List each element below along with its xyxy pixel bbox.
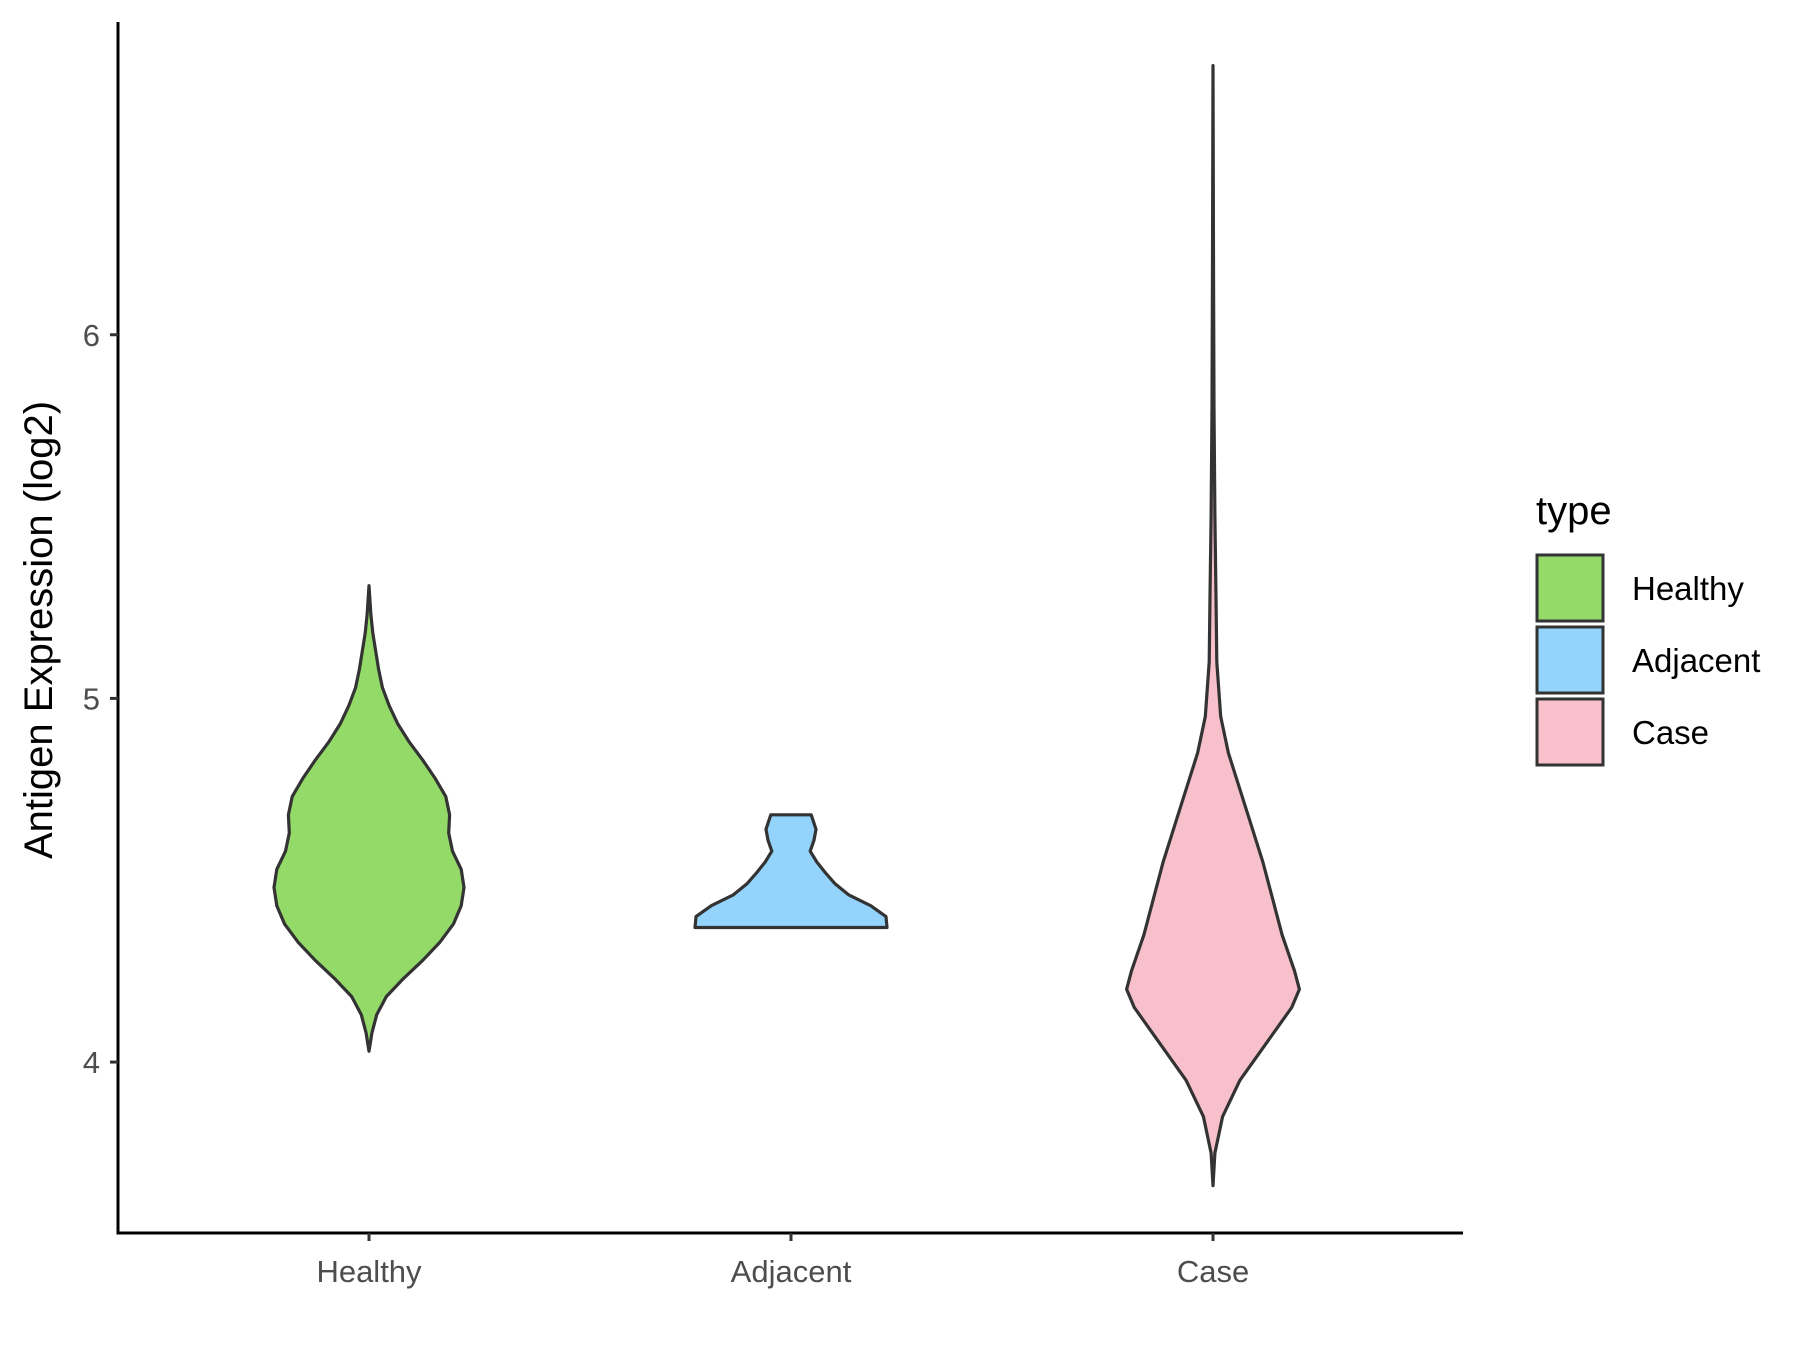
legend-swatch-healthy: [1535, 553, 1605, 623]
x-tick-label: Healthy: [316, 1254, 422, 1289]
y-tick-label: 6: [83, 318, 100, 353]
legend-label-case: Case: [1632, 714, 1709, 751]
x-tick-label: Adjacent: [731, 1254, 852, 1289]
violins-layer: [272, 63, 1301, 1188]
violin-case: [1125, 63, 1301, 1188]
x-ticks: Healthy Adjacent Case: [316, 1233, 1249, 1289]
legend-label-adjacent: Adjacent: [1632, 642, 1760, 679]
y-tick-label: 4: [83, 1045, 100, 1080]
legend-title: type: [1536, 489, 1612, 533]
y-ticks: 4 5 6: [83, 318, 118, 1080]
violin-healthy: [272, 584, 466, 1053]
violin-adjacent: [693, 813, 889, 930]
legend: type Healthy Adjacent Case: [1535, 489, 1760, 767]
legend-label-healthy: Healthy: [1632, 570, 1744, 607]
x-tick-label: Case: [1177, 1254, 1249, 1289]
legend-swatch-case: [1535, 697, 1605, 767]
y-tick-label: 5: [83, 681, 100, 716]
legend-swatch-adjacent: [1535, 625, 1605, 695]
y-axis-title: Antigen Expression (log2): [17, 401, 61, 859]
